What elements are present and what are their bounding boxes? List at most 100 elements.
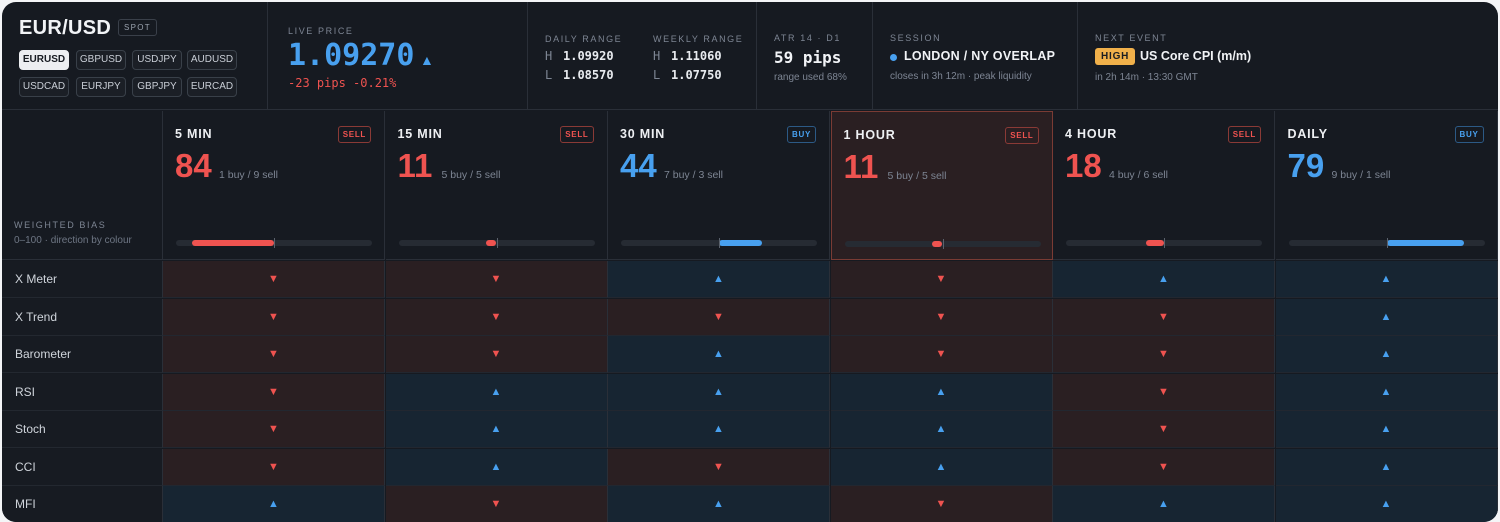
indicator-label-mfi: MFI: [2, 486, 163, 522]
bias-bar-fill: [485, 240, 497, 246]
daily-high-value: 1.09920: [563, 49, 614, 63]
buy-arrow-icon[interactable]: ▲: [608, 336, 830, 373]
vote-counts: 5 buy / 5 sell: [441, 169, 501, 181]
sell-arrow-icon[interactable]: ▼: [608, 448, 830, 486]
bias-score: 18: [1065, 147, 1102, 184]
indicator-label-cci: CCI: [2, 448, 163, 486]
buy-arrow-icon[interactable]: ▲: [608, 261, 830, 298]
buy-arrow-icon[interactable]: ▲: [385, 448, 608, 486]
sell-arrow-icon[interactable]: ▼: [163, 448, 385, 486]
timeframe-card-15-min[interactable]: 15 MIN SELL 11 5 buy / 5 sell: [385, 111, 608, 260]
buy-arrow-icon[interactable]: ▲: [1275, 486, 1498, 522]
sell-arrow-icon[interactable]: ▼: [1053, 448, 1275, 486]
buy-arrow-icon[interactable]: ▲: [1053, 261, 1275, 298]
timeframe-card-5-min[interactable]: 5 MIN SELL 84 1 buy / 9 sell: [163, 111, 385, 260]
bias-bar-fill: [1146, 240, 1164, 246]
pair-chip-usdcad[interactable]: USDCAD: [19, 77, 69, 97]
bias-bar-fill: [191, 240, 274, 246]
buy-arrow-icon[interactable]: ▲: [1275, 373, 1498, 411]
pair-chip-eurjpy[interactable]: EURJPY: [76, 77, 126, 97]
buy-arrow-icon[interactable]: ▲: [830, 411, 1053, 448]
spot-badge: SPOT: [118, 19, 157, 36]
pair-chip-gbpjpy[interactable]: GBPJPY: [132, 77, 182, 97]
sell-arrow-icon[interactable]: ▼: [1053, 336, 1275, 373]
buy-arrow-icon[interactable]: ▲: [830, 373, 1053, 411]
sell-arrow-icon[interactable]: ▼: [830, 486, 1053, 522]
sell-arrow-icon[interactable]: ▼: [163, 261, 385, 298]
pair-chip-gbpusd[interactable]: GBPUSD: [76, 50, 126, 70]
weekly-high: H 1.11060: [653, 49, 722, 63]
event-sub: in 2h 14m · 13:30 GMT: [1095, 72, 1198, 83]
buy-arrow-icon[interactable]: ▲: [1275, 261, 1498, 298]
daily-high-key: H: [545, 49, 553, 63]
bias-bar-fill: [719, 240, 763, 246]
sell-arrow-icon[interactable]: ▼: [385, 486, 608, 522]
buy-arrow-icon[interactable]: ▲: [1275, 411, 1498, 448]
event-name[interactable]: US Core CPI (m/m): [1140, 49, 1252, 63]
daily-range-section: DAILY RANGE H 1.09920 L 1.08570: [528, 2, 636, 110]
sell-arrow-icon[interactable]: ▼: [163, 411, 385, 448]
timeframe-card-1-hour[interactable]: 1 HOUR SELL 11 5 buy / 5 sell: [830, 111, 1053, 260]
weekly-low: L 1.07750: [653, 68, 722, 82]
sell-arrow-icon[interactable]: ▼: [385, 261, 608, 298]
indicator-label-barometer: Barometer: [2, 336, 163, 373]
sell-arrow-icon[interactable]: ▼: [385, 336, 608, 373]
buy-arrow-icon[interactable]: ▲: [163, 486, 385, 522]
sell-arrow-icon[interactable]: ▼: [608, 298, 830, 336]
timeframe-card-30-min[interactable]: 30 MIN BUY 44 7 buy / 3 sell: [608, 111, 830, 260]
sell-arrow-icon[interactable]: ▼: [830, 336, 1053, 373]
weekly-high-value: 1.11060: [671, 49, 722, 63]
bias-score: 11: [843, 148, 879, 185]
buy-arrow-icon[interactable]: ▲: [830, 448, 1053, 486]
sell-arrow-icon[interactable]: ▼: [163, 373, 385, 411]
indicator-label-x-trend: X Trend: [2, 298, 163, 336]
timeframe-name: 4 HOUR: [1065, 127, 1118, 141]
sell-arrow-icon[interactable]: ▼: [830, 261, 1053, 298]
next-event-section: NEXT EVENT HIGH US Core CPI (m/m) in 2h …: [1078, 2, 1498, 110]
session-section: SESSION LONDON / NY OVERLAP closes in 3h…: [873, 2, 1078, 110]
signal-badge: BUY: [787, 126, 816, 143]
bias-bar: [621, 238, 817, 248]
buy-arrow-icon[interactable]: ▲: [608, 486, 830, 522]
buy-arrow-icon[interactable]: ▲: [608, 411, 830, 448]
sell-arrow-icon[interactable]: ▼: [830, 298, 1053, 336]
price-delta: -23 pips -0.21%: [288, 76, 397, 90]
indicator-label-x-meter: X Meter: [2, 261, 163, 298]
bias-bar: [1288, 238, 1485, 248]
timeframe-card-4-hour[interactable]: 4 HOUR SELL 18 4 buy / 6 sell: [1053, 111, 1275, 260]
bias-score: 11: [397, 147, 433, 184]
session-name: LONDON / NY OVERLAP: [904, 49, 1056, 63]
pair-title: EUR/USD: [19, 17, 112, 39]
session-dot-icon: [890, 54, 897, 61]
bias-bar-midline: [496, 238, 498, 248]
timeframe-name: 30 MIN: [620, 127, 666, 141]
sell-arrow-icon[interactable]: ▼: [163, 298, 385, 336]
bias-bar: [398, 238, 595, 248]
bias-bar: [1066, 238, 1262, 248]
bias-score: 79: [1287, 147, 1325, 184]
buy-arrow-icon[interactable]: ▲: [1275, 298, 1498, 336]
sell-arrow-icon[interactable]: ▼: [1053, 373, 1275, 411]
bias-bar: [176, 238, 372, 248]
sell-arrow-icon[interactable]: ▼: [385, 298, 608, 336]
sell-arrow-icon[interactable]: ▼: [1053, 411, 1275, 448]
next-event-label: NEXT EVENT: [1095, 33, 1168, 43]
bias-bar-midline: [1386, 238, 1388, 248]
buy-arrow-icon[interactable]: ▲: [385, 373, 608, 411]
buy-arrow-icon[interactable]: ▲: [1053, 486, 1275, 522]
buy-arrow-icon[interactable]: ▲: [608, 373, 830, 411]
sell-arrow-icon[interactable]: ▼: [1053, 298, 1275, 336]
pair-chip-eurusd[interactable]: EURUSD: [19, 50, 69, 70]
daily-range-label: DAILY RANGE: [545, 34, 623, 44]
pair-chip-usdjpy[interactable]: USDJPY: [132, 50, 182, 70]
pair-chip-audusd[interactable]: AUDUSD: [187, 50, 237, 70]
timeframe-card-daily[interactable]: DAILY BUY 79 9 buy / 1 sell: [1275, 111, 1498, 260]
timeframe-name: DAILY: [1287, 127, 1328, 141]
buy-arrow-icon[interactable]: ▲: [385, 411, 608, 448]
buy-arrow-icon[interactable]: ▲: [1275, 336, 1498, 373]
signal-badge: SELL: [1227, 126, 1261, 143]
buy-arrow-icon[interactable]: ▲: [1275, 448, 1498, 486]
pair-chip-eurcad[interactable]: EURCAD: [187, 77, 237, 97]
sell-arrow-icon[interactable]: ▼: [163, 336, 385, 373]
vote-counts: 5 buy / 5 sell: [887, 170, 947, 182]
